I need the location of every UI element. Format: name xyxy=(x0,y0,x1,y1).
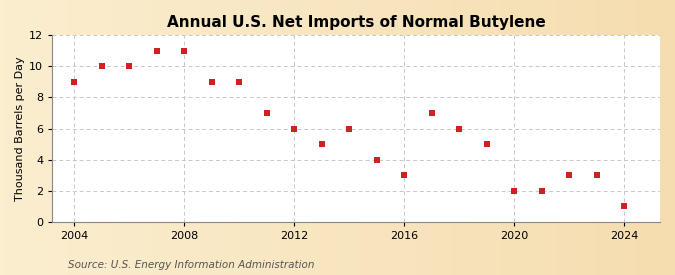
Y-axis label: Thousand Barrels per Day: Thousand Barrels per Day xyxy=(15,56,25,201)
Point xyxy=(234,80,245,84)
Point xyxy=(179,49,190,53)
Point xyxy=(454,126,464,131)
Text: Source: U.S. Energy Information Administration: Source: U.S. Energy Information Administ… xyxy=(68,260,314,270)
Point xyxy=(69,80,80,84)
Point xyxy=(371,157,382,162)
Point xyxy=(97,64,107,68)
Point xyxy=(564,173,574,177)
Point xyxy=(591,173,602,177)
Point xyxy=(399,173,410,177)
Point xyxy=(481,142,492,146)
Point xyxy=(537,188,547,193)
Point xyxy=(344,126,354,131)
Point xyxy=(619,204,630,208)
Point xyxy=(151,49,162,53)
Point xyxy=(509,188,520,193)
Title: Annual U.S. Net Imports of Normal Butylene: Annual U.S. Net Imports of Normal Butyle… xyxy=(167,15,545,30)
Point xyxy=(124,64,135,68)
Point xyxy=(427,111,437,115)
Point xyxy=(207,80,217,84)
Point xyxy=(261,111,272,115)
Point xyxy=(289,126,300,131)
Point xyxy=(317,142,327,146)
